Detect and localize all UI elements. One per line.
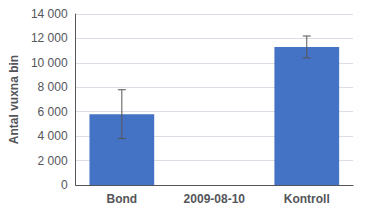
svg-text:Bond: Bond (107, 192, 138, 206)
svg-text:2009-08-10: 2009-08-10 (184, 192, 246, 206)
svg-text:6 000: 6 000 (38, 105, 68, 119)
svg-text:12 000: 12 000 (31, 31, 68, 45)
svg-text:0: 0 (61, 178, 68, 192)
svg-text:Kontroll: Kontroll (284, 192, 330, 206)
svg-text:Antal vuxna bin: Antal vuxna bin (7, 55, 21, 144)
svg-text:8 000: 8 000 (38, 80, 68, 94)
svg-text:14 000: 14 000 (31, 7, 68, 21)
svg-text:10 000: 10 000 (31, 56, 68, 70)
svg-text:4 000: 4 000 (38, 129, 68, 143)
svg-text:2 000: 2 000 (38, 154, 68, 168)
